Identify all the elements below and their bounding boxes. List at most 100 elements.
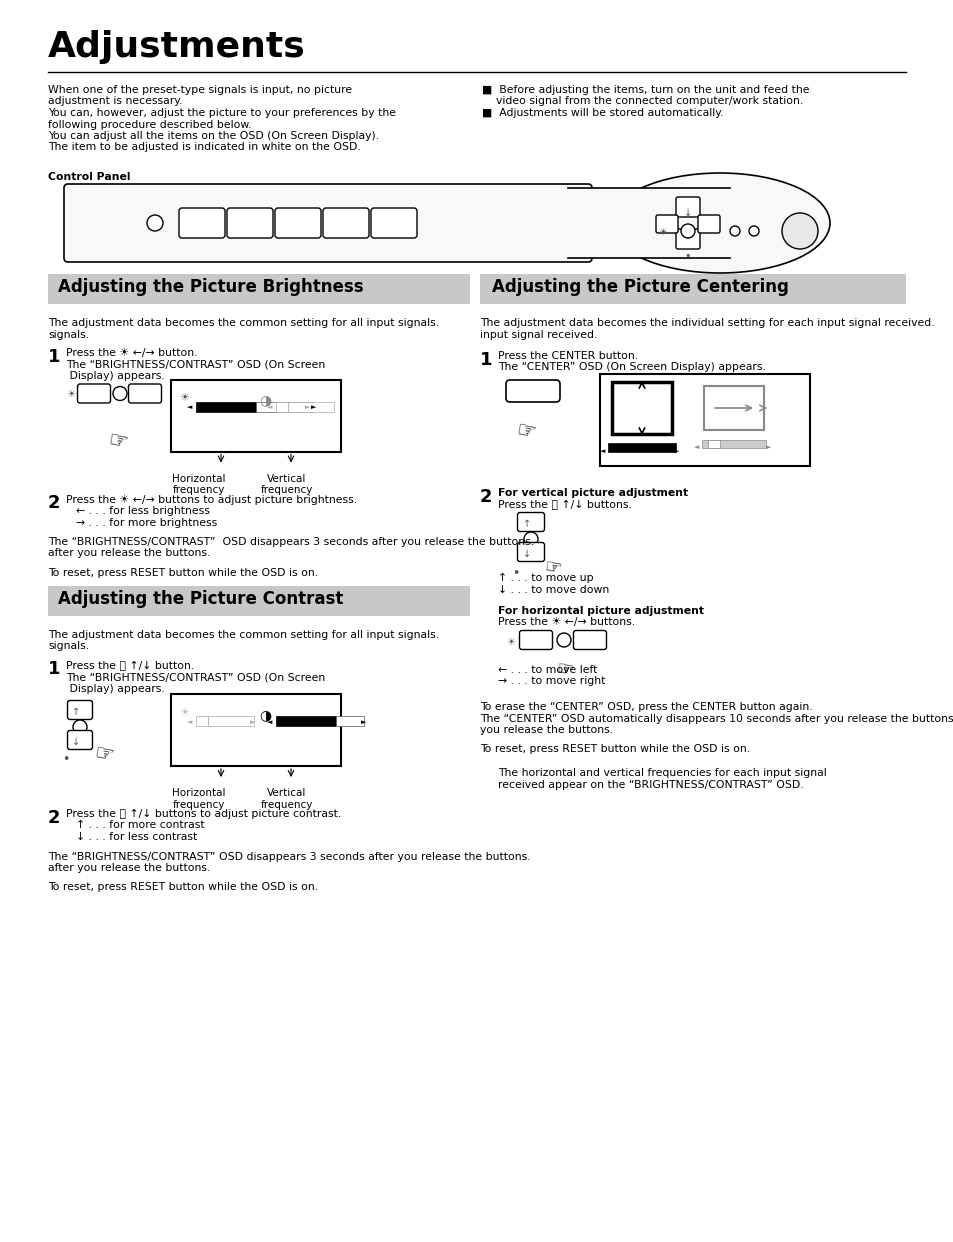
Text: after you release the buttons.: after you release the buttons.: [48, 863, 211, 873]
Text: Press the ☀ ←/→ button.: Press the ☀ ←/→ button.: [66, 348, 197, 358]
FancyBboxPatch shape: [676, 229, 700, 248]
Circle shape: [781, 212, 817, 248]
FancyBboxPatch shape: [573, 631, 606, 650]
Text: You can, however, adjust the picture to your preferences by the: You can, however, adjust the picture to …: [48, 108, 395, 118]
Bar: [195, 401, 255, 411]
Text: For horizontal picture adjustment: For horizontal picture adjustment: [497, 606, 703, 616]
Text: ■  Adjustments will be stored automatically.: ■ Adjustments will be stored automatical…: [481, 108, 722, 118]
Bar: [335, 715, 364, 727]
Text: ◄: ◄: [187, 405, 193, 411]
Text: 1: 1: [48, 661, 60, 678]
Text: ◄: ◄: [267, 719, 273, 725]
FancyBboxPatch shape: [517, 513, 544, 532]
Text: ☀: ☀: [66, 389, 75, 399]
Ellipse shape: [609, 173, 829, 273]
Text: ← . . . for less brightness: ← . . . for less brightness: [76, 505, 210, 515]
Text: ☀: ☀: [505, 637, 515, 647]
Text: ↓: ↓: [522, 549, 531, 559]
Bar: [703, 386, 763, 430]
Bar: [208, 715, 253, 727]
Text: The “BRIGHTNESS/CONTRAST” OSD (On Screen: The “BRIGHTNESS/CONTRAST” OSD (On Screen: [66, 672, 325, 682]
Text: The horizontal and vertical frequencies for each input signal: The horizontal and vertical frequencies …: [497, 768, 826, 777]
Bar: [599, 374, 809, 466]
Text: ►: ►: [305, 405, 310, 411]
FancyBboxPatch shape: [323, 207, 369, 238]
Text: •: •: [62, 753, 70, 766]
Text: ◄: ◄: [267, 405, 273, 411]
Text: ☞: ☞: [554, 660, 574, 681]
Text: Press the ⭘ ↑/↓ buttons to adjust picture contrast.: Press the ⭘ ↑/↓ buttons to adjust pictur…: [66, 809, 341, 818]
Text: ☞: ☞: [514, 420, 537, 443]
Text: ↑ . . . to move up: ↑ . . . to move up: [497, 573, 593, 582]
Text: received appear on the “BRIGHTNESS/CONTRAST” OSD.: received appear on the “BRIGHTNESS/CONTR…: [497, 780, 802, 790]
Bar: [701, 440, 765, 448]
Bar: [612, 383, 671, 433]
Bar: [479, 274, 905, 304]
Text: The item to be adjusted is indicated in white on the OSD.: The item to be adjusted is indicated in …: [48, 143, 360, 153]
Text: ►: ►: [673, 448, 679, 455]
Text: after you release the buttons.: after you release the buttons.: [48, 549, 211, 559]
Text: 2: 2: [48, 494, 60, 513]
Text: ☞: ☞: [106, 431, 129, 453]
FancyBboxPatch shape: [517, 543, 544, 561]
Text: 2: 2: [479, 488, 492, 505]
Bar: [275, 715, 335, 727]
Text: ■  Before adjusting the items, turn on the unit and feed the: ■ Before adjusting the items, turn on th…: [481, 84, 809, 94]
Text: When one of the preset-type signals is input, no picture: When one of the preset-type signals is i…: [48, 84, 352, 94]
Text: you release the buttons.: you release the buttons.: [479, 725, 613, 735]
Text: 1: 1: [479, 351, 492, 369]
Text: The “BRIGHTNESS/CONTRAST” OSD disappears 3 seconds after you release the buttons: The “BRIGHTNESS/CONTRAST” OSD disappears…: [48, 852, 530, 862]
Text: ◑: ◑: [258, 394, 271, 407]
Text: You can adjust all the items on the OSD (On Screen Display).: You can adjust all the items on the OSD …: [48, 130, 378, 142]
Text: ← . . . to move left: ← . . . to move left: [497, 664, 597, 674]
Text: Vertical
frequency: Vertical frequency: [260, 473, 313, 496]
Text: 2: 2: [48, 809, 60, 827]
Text: The “BRIGHTNESS/CONTRAST” OSD (On Screen: The “BRIGHTNESS/CONTRAST” OSD (On Screen: [66, 359, 325, 370]
Text: 1: 1: [48, 348, 60, 366]
Text: ◑: ◑: [258, 708, 271, 722]
Text: Adjusting the Picture Centering: Adjusting the Picture Centering: [492, 278, 788, 296]
FancyBboxPatch shape: [519, 631, 552, 650]
Text: Adjusting the Picture Contrast: Adjusting the Picture Contrast: [58, 590, 343, 607]
Text: Press the ⭘ ↑/↓ button.: Press the ⭘ ↑/↓ button.: [66, 661, 194, 671]
Text: The “BRIGHTNESS/CONTRAST”  OSD disappears 3 seconds after you release the button: The “BRIGHTNESS/CONTRAST” OSD disappears…: [48, 537, 534, 546]
Text: ↓ . . . to move down: ↓ . . . to move down: [497, 585, 609, 595]
FancyBboxPatch shape: [64, 184, 592, 262]
Text: To reset, press RESET button while the OSD is on.: To reset, press RESET button while the O…: [48, 568, 317, 578]
Text: input signal received.: input signal received.: [479, 329, 597, 339]
Text: Adjustments: Adjustments: [48, 30, 305, 65]
Text: Horizontal
frequency: Horizontal frequency: [172, 473, 226, 496]
FancyBboxPatch shape: [505, 380, 559, 402]
FancyBboxPatch shape: [656, 215, 678, 233]
FancyBboxPatch shape: [68, 700, 92, 719]
Text: ↓: ↓: [683, 207, 691, 219]
Text: adjustment is necessary.: adjustment is necessary.: [48, 97, 182, 107]
Text: signals.: signals.: [48, 329, 89, 339]
Circle shape: [112, 386, 127, 400]
Text: ►: ►: [765, 443, 771, 450]
FancyBboxPatch shape: [676, 197, 700, 217]
Text: ◄: ◄: [187, 719, 193, 725]
Bar: [255, 401, 314, 411]
FancyBboxPatch shape: [227, 207, 273, 238]
Text: The “CENTER” OSD automatically disappears 10 seconds after you release the butto: The “CENTER” OSD automatically disappear…: [479, 713, 953, 724]
Bar: [48, 585, 470, 616]
Text: To erase the “CENTER” OSD, press the CENTER button again.: To erase the “CENTER” OSD, press the CEN…: [479, 702, 812, 712]
Text: ◄: ◄: [599, 448, 605, 455]
Text: The adjustment data becomes the common setting for all input signals.: The adjustment data becomes the common s…: [48, 630, 438, 640]
Text: The adjustment data becomes the individual setting for each input signal receive: The adjustment data becomes the individu…: [479, 318, 934, 328]
Text: ☞: ☞: [91, 743, 115, 766]
Circle shape: [557, 633, 571, 647]
Text: Display) appears.: Display) appears.: [66, 371, 165, 381]
FancyBboxPatch shape: [698, 215, 720, 233]
Text: Control Panel: Control Panel: [48, 171, 131, 183]
Bar: [288, 401, 334, 411]
Bar: [275, 401, 288, 411]
Circle shape: [748, 226, 759, 236]
Bar: [48, 274, 470, 304]
Text: ◄: ◄: [693, 443, 699, 450]
Circle shape: [680, 224, 695, 238]
Text: ☀: ☀: [658, 227, 666, 237]
Text: To reset, press RESET button while the OSD is on.: To reset, press RESET button while the O…: [479, 744, 749, 754]
Text: ►: ►: [250, 719, 255, 725]
